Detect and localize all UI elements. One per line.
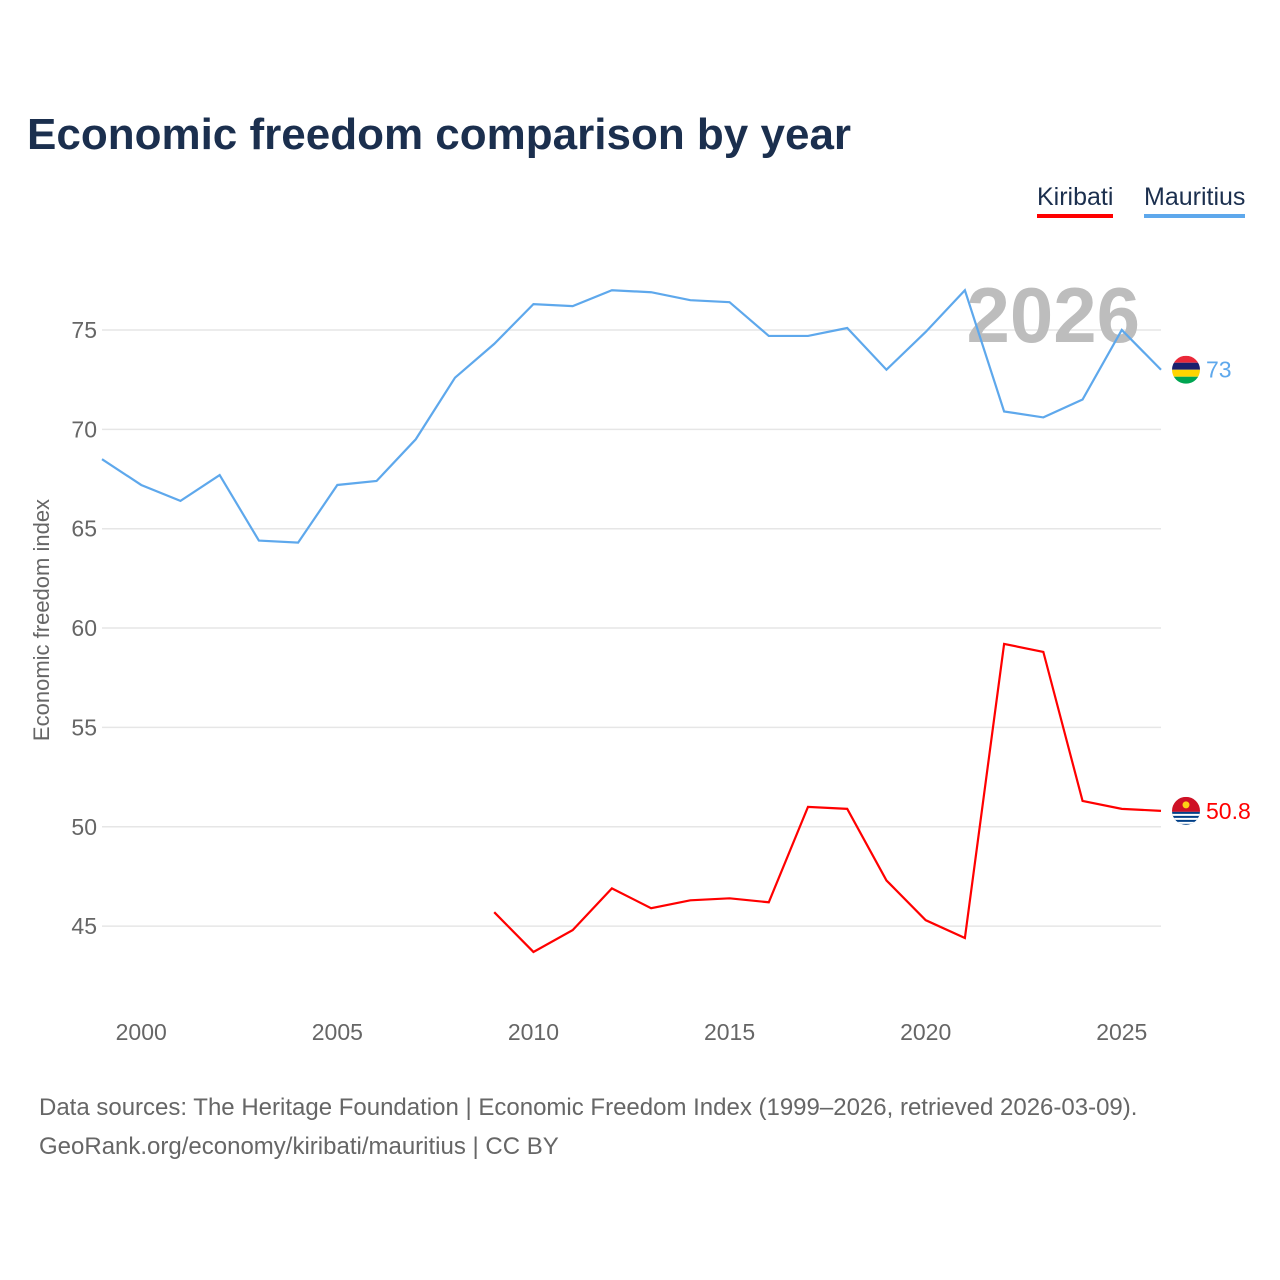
y-tick-label: 70	[71, 416, 97, 442]
y-tick-label: 55	[71, 714, 97, 740]
x-tick-label: 2010	[508, 1019, 559, 1045]
y-tick-label: 75	[71, 317, 97, 343]
y-tick-label: 45	[71, 913, 97, 939]
x-tick-label: 2005	[312, 1019, 363, 1045]
end-value-label-kiribati: 50.8	[1206, 798, 1251, 824]
end-value-label-mauritius: 73	[1206, 357, 1232, 383]
chart-title: Economic freedom comparison by year	[27, 110, 852, 159]
series-line-mauritius	[101, 288, 1162, 544]
x-tick-label: 2020	[900, 1019, 951, 1045]
x-tick-label: 2000	[116, 1019, 167, 1045]
y-tick-label: 65	[71, 516, 97, 542]
legend-kiribati[interactable]: Kiribati	[1037, 183, 1114, 218]
series-line-kiribati	[493, 642, 1162, 954]
source-line-1: Data sources: The Heritage Foundation | …	[39, 1094, 1138, 1121]
mauritius-flag-icon	[1172, 355, 1200, 384]
y-tick-label: 50	[71, 814, 97, 840]
source-line-2: GeoRank.org/economy/kiribati/mauritius |…	[39, 1133, 559, 1160]
kiribati-flag-icon	[1172, 796, 1200, 825]
x-tick-label: 2025	[1096, 1019, 1147, 1045]
year-watermark: 2026	[966, 271, 1140, 359]
y-tick-label: 60	[71, 615, 97, 641]
x-tick-label: 2015	[704, 1019, 755, 1045]
source-note: Data sources: The Heritage Foundation | …	[39, 1088, 1137, 1166]
legend-mauritius[interactable]: Mauritius	[1144, 183, 1246, 218]
